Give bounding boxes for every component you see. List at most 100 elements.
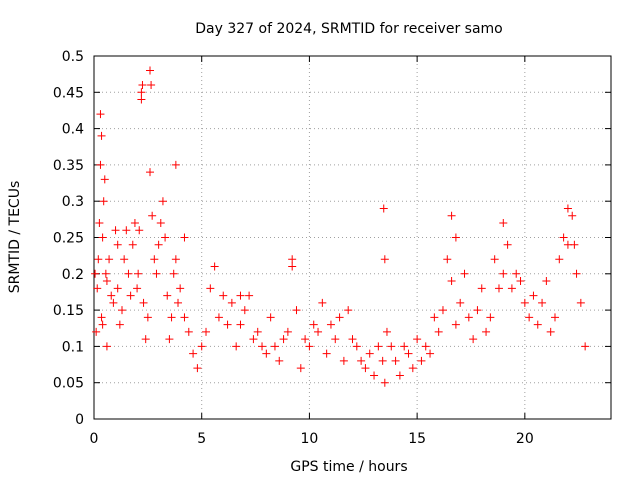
data-point [473, 306, 482, 315]
data-point [223, 320, 232, 329]
data-point [494, 284, 503, 293]
data-point [451, 320, 460, 329]
data-point [426, 349, 435, 358]
data-point [98, 320, 107, 329]
data-point [158, 197, 167, 206]
y-tick-label: 0.25 [53, 231, 84, 247]
data-point [357, 356, 366, 365]
data-point [249, 335, 258, 344]
data-point [219, 291, 228, 300]
data-point [570, 240, 579, 249]
data-point [113, 284, 122, 293]
data-point [138, 81, 147, 90]
data-point [137, 95, 146, 104]
data-point [309, 320, 318, 329]
data-point [301, 335, 310, 344]
y-tick-label: 0.1 [62, 339, 84, 355]
plot-frame [93, 55, 612, 420]
x-tick-label: 20 [516, 431, 534, 447]
data-point [171, 160, 180, 169]
data-point [258, 342, 267, 351]
data-point [97, 131, 106, 140]
data-point [486, 313, 495, 322]
data-point [105, 255, 114, 264]
data-point [253, 327, 262, 336]
data-point [469, 335, 478, 344]
data-point [339, 356, 348, 365]
data-point [400, 342, 409, 351]
x-tick-label: 5 [197, 431, 206, 447]
data-point [150, 255, 159, 264]
data-point [232, 342, 241, 351]
data-point [447, 277, 456, 286]
data-point [135, 226, 144, 235]
tick-labels: 0 0.05 0.1 0.15 0.2 0.25 0.3 0.35 0.4 0.45 0.5 0 5 10… [53, 49, 534, 447]
data-point [443, 255, 452, 264]
data-point [288, 262, 297, 271]
data-point [111, 226, 120, 235]
data-point [236, 320, 245, 329]
x-tick-label: 15 [408, 431, 426, 447]
data-point [167, 313, 176, 322]
data-point [348, 335, 357, 344]
data-point [456, 298, 465, 307]
data-point [118, 306, 127, 315]
data-point [516, 277, 525, 286]
data-point [382, 327, 391, 336]
data-point [102, 277, 111, 286]
data-point [344, 306, 353, 315]
data-point [379, 204, 388, 213]
data-point [365, 349, 374, 358]
data-point [464, 313, 473, 322]
data-point [122, 226, 131, 235]
data-point [581, 342, 590, 351]
data-point [100, 175, 109, 184]
data-point [120, 255, 129, 264]
data-point [206, 284, 215, 293]
data-point [413, 335, 422, 344]
data-point [165, 335, 174, 344]
data-point [380, 378, 389, 387]
data-point [240, 306, 249, 315]
data-point [503, 240, 512, 249]
data-point [96, 160, 105, 169]
data-point [161, 233, 170, 242]
grid-lines [94, 56, 611, 419]
data-point [197, 342, 206, 351]
data-point [318, 298, 327, 307]
data-point [266, 313, 275, 322]
data-point [95, 218, 104, 227]
data-point [283, 327, 292, 336]
data-point [555, 255, 564, 264]
data-point [163, 291, 172, 300]
data-point [137, 88, 146, 97]
data-point [546, 327, 555, 336]
data-point [395, 371, 404, 380]
data-point [98, 233, 107, 242]
data-point [331, 335, 340, 344]
data-point [477, 284, 486, 293]
x-tick-label: 0 [90, 431, 99, 447]
data-point [391, 356, 400, 365]
data-point [408, 364, 417, 373]
data-point [184, 327, 193, 336]
data-point [96, 110, 105, 119]
x-axis-label: GPS time / hours [290, 459, 407, 475]
y-tick-label: 0.5 [62, 49, 84, 65]
data-point [352, 342, 361, 351]
y-tick-label: 0.15 [53, 303, 84, 319]
data-point [568, 211, 577, 220]
data-point [305, 342, 314, 351]
data-point [430, 313, 439, 322]
data-points [91, 66, 590, 387]
data-point [147, 81, 156, 90]
data-point [130, 218, 139, 227]
data-point [262, 349, 271, 358]
data-point [326, 320, 335, 329]
data-point [134, 269, 143, 278]
data-point [128, 240, 137, 249]
data-point [180, 313, 189, 322]
chart-title: Day 327 of 2024, SRMTID for receiver sam… [195, 21, 503, 37]
y-tick-label: 0 [75, 412, 84, 428]
data-point [533, 320, 542, 329]
